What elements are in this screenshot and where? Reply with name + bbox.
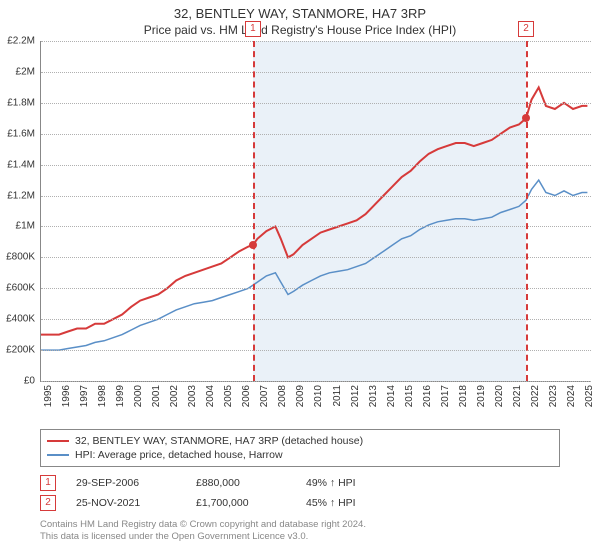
event-diff-2: 45% ↑ HPI xyxy=(306,497,396,509)
x-tick-label: 2005 xyxy=(223,385,234,407)
y-tick-label: £200K xyxy=(0,345,35,356)
x-tick-label: 2017 xyxy=(440,385,451,407)
event-row-2: 2 25-NOV-2021 £1,700,000 45% ↑ HPI xyxy=(40,493,560,513)
gridline xyxy=(41,72,591,73)
chart-subtitle: Price paid vs. HM Land Registry's House … xyxy=(0,21,600,41)
event-marker-2: 2 xyxy=(40,495,56,511)
x-tick-label: 2021 xyxy=(512,385,523,407)
y-tick-label: £600K xyxy=(0,283,35,294)
event-marker-1: 1 xyxy=(40,475,56,491)
event-table: 1 29-SEP-2006 £880,000 49% ↑ HPI 2 25-NO… xyxy=(40,473,560,513)
y-tick-label: £800K xyxy=(0,252,35,263)
x-tick-label: 2007 xyxy=(259,385,270,407)
x-tick-label: 2003 xyxy=(187,385,198,407)
y-tick-label: £2M xyxy=(0,66,35,77)
x-tick-label: 1995 xyxy=(43,385,54,407)
x-tick-label: 1996 xyxy=(61,385,72,407)
plot-area: 12 xyxy=(40,41,591,382)
x-tick-label: 2004 xyxy=(205,385,216,407)
event-marker-on-chart: 1 xyxy=(245,21,261,37)
gridline xyxy=(41,165,591,166)
gridline xyxy=(41,381,591,382)
x-tick-label: 2014 xyxy=(386,385,397,407)
x-tick-label: 1998 xyxy=(97,385,108,407)
gridline xyxy=(41,226,591,227)
y-tick-label: £1.8M xyxy=(0,97,35,108)
x-tick-label: 2012 xyxy=(350,385,361,407)
line-canvas xyxy=(41,41,591,381)
y-tick-label: £1M xyxy=(0,221,35,232)
event-date-2: 25-NOV-2021 xyxy=(76,497,176,509)
x-tick-label: 2019 xyxy=(476,385,487,407)
event-vline xyxy=(526,41,528,381)
event-row-1: 1 29-SEP-2006 £880,000 49% ↑ HPI xyxy=(40,473,560,493)
gridline xyxy=(41,134,591,135)
event-point xyxy=(522,114,530,122)
footer-line-1: Contains HM Land Registry data © Crown c… xyxy=(40,519,560,531)
legend-label-hpi: HPI: Average price, detached house, Harr… xyxy=(75,449,283,461)
x-tick-label: 1997 xyxy=(79,385,90,407)
y-tick-label: £1.6M xyxy=(0,128,35,139)
footer: Contains HM Land Registry data © Crown c… xyxy=(40,519,560,543)
event-marker-on-chart: 2 xyxy=(518,21,534,37)
chart-area: 12 £0£200K£400K£600K£800K£1M£1.2M£1.4M£1… xyxy=(40,41,590,421)
x-tick-label: 2024 xyxy=(566,385,577,407)
x-tick-label: 2022 xyxy=(530,385,541,407)
y-tick-label: £1.4M xyxy=(0,159,35,170)
gridline xyxy=(41,350,591,351)
legend-row-price: 32, BENTLEY WAY, STANMORE, HA7 3RP (deta… xyxy=(47,434,553,448)
y-tick-label: £2.2M xyxy=(0,36,35,47)
gridline xyxy=(41,257,591,258)
x-tick-label: 2025 xyxy=(584,385,595,407)
event-vline xyxy=(253,41,255,381)
x-tick-label: 2016 xyxy=(422,385,433,407)
legend-label-price: 32, BENTLEY WAY, STANMORE, HA7 3RP (deta… xyxy=(75,435,363,447)
x-tick-label: 2006 xyxy=(241,385,252,407)
x-tick-label: 2020 xyxy=(494,385,505,407)
x-tick-label: 2000 xyxy=(133,385,144,407)
gridline xyxy=(41,41,591,42)
x-tick-label: 2015 xyxy=(404,385,415,407)
event-price-1: £880,000 xyxy=(196,477,286,489)
x-tick-label: 2001 xyxy=(151,385,162,407)
y-tick-label: £400K xyxy=(0,314,35,325)
legend-swatch-price xyxy=(47,440,69,442)
series-line-hpi xyxy=(41,180,587,350)
x-tick-label: 2018 xyxy=(458,385,469,407)
legend: 32, BENTLEY WAY, STANMORE, HA7 3RP (deta… xyxy=(40,429,560,467)
event-price-2: £1,700,000 xyxy=(196,497,286,509)
x-tick-label: 2002 xyxy=(169,385,180,407)
chart-title: 32, BENTLEY WAY, STANMORE, HA7 3RP xyxy=(0,0,600,21)
y-tick-label: £1.2M xyxy=(0,190,35,201)
legend-swatch-hpi xyxy=(47,454,69,456)
y-tick-label: £0 xyxy=(0,376,35,387)
x-tick-label: 2013 xyxy=(368,385,379,407)
legend-row-hpi: HPI: Average price, detached house, Harr… xyxy=(47,448,553,462)
gridline xyxy=(41,288,591,289)
gridline xyxy=(41,103,591,104)
gridline xyxy=(41,319,591,320)
event-diff-1: 49% ↑ HPI xyxy=(306,477,396,489)
x-tick-label: 2008 xyxy=(277,385,288,407)
x-tick-label: 2023 xyxy=(548,385,559,407)
event-point xyxy=(249,241,257,249)
x-tick-label: 2011 xyxy=(332,385,343,407)
gridline xyxy=(41,196,591,197)
footer-line-2: This data is licensed under the Open Gov… xyxy=(40,531,560,543)
x-tick-label: 2009 xyxy=(295,385,306,407)
x-tick-label: 2010 xyxy=(313,385,324,407)
event-date-1: 29-SEP-2006 xyxy=(76,477,176,489)
x-tick-label: 1999 xyxy=(115,385,126,407)
